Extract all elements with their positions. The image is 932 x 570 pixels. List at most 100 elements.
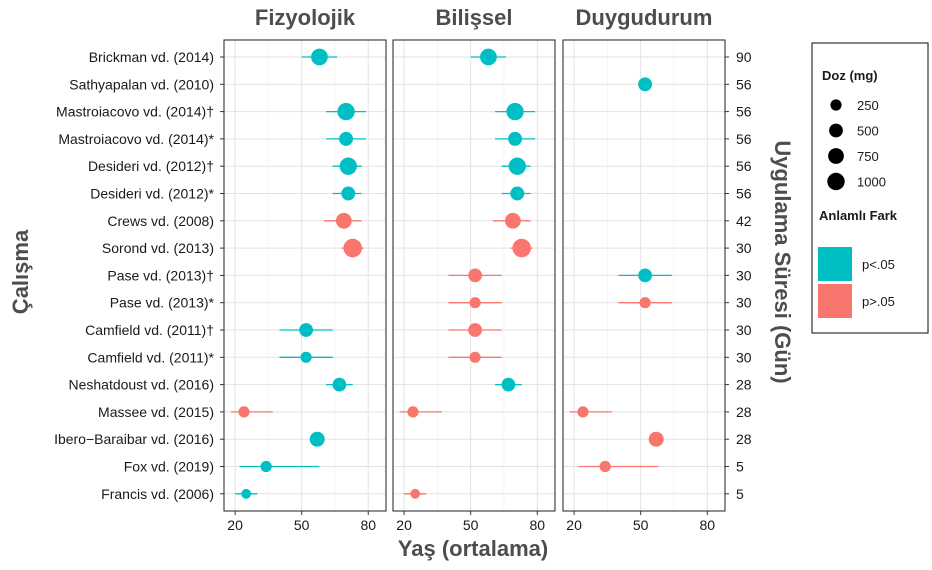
duration-label: 56 [736,131,752,147]
x-tick-label: 80 [529,517,545,533]
legend-fill-label: p>.05 [862,294,895,309]
study-label: Neshatdoust vd. (2016) [68,377,214,393]
x-tick-label: 20 [566,517,582,533]
duration-label: 28 [736,377,752,393]
data-point-pase-vd-2013-bili-sel [468,268,482,283]
duration-label: 5 [736,486,744,502]
study-label: Sorond vd. (2013) [102,240,214,256]
study-label: Francis vd. (2006) [101,486,214,502]
study-label: Fox vd. (2019) [124,459,214,475]
data-point-neshatdoust-vd-2016-bili-sel [501,377,516,392]
data-point-camfield-vd-2011-bili-sel [468,323,482,337]
legend-dose-label: 750 [857,149,879,164]
legend-fill-title: Anlamlı Fark [819,208,898,223]
study-label: Sathyapalan vd. (2010) [69,76,214,92]
x-tick-label: 80 [699,517,715,533]
data-point-mastroiacovo-vd-2014-fizyolojik [339,131,354,146]
data-point-ibero-baraibar-vd-2016-duygudurum [648,431,664,447]
duration-label: 56 [736,158,752,174]
y-axis-title-right: Uygulama Süresi (Gün) [770,140,795,383]
duration-label: 42 [736,213,752,229]
data-point-crews-vd-2008-fizyolojik [335,212,352,229]
duration-label: 30 [736,349,752,365]
data-point-francis-vd-2006-fizyolojik [241,488,252,499]
duration-label: 90 [736,49,752,65]
x-tick-label: 50 [463,517,479,533]
data-point-brickman-vd-2014-fizyolojik [311,48,328,66]
data-point-camfield-vd-2011-fizyolojik [300,351,312,363]
data-point-mastroiacovo-vd-2014-fizyolojik [337,102,355,121]
study-label: Pase vd. (2013)* [110,295,215,311]
legend-dose-label: 250 [857,98,879,113]
x-tick-label: 50 [294,517,310,533]
data-point-camfield-vd-2011-fizyolojik [299,323,313,337]
study-label: Desideri vd. (2012)* [90,186,214,202]
legend-dose-key [829,123,843,138]
legend-dose-title: Doz (mg) [822,68,878,83]
legend-dose-label: 500 [857,124,879,139]
study-label: Mastroiacovo vd. (2014)† [56,104,214,120]
duration-label: 28 [736,404,752,420]
duration-label: 56 [736,76,752,92]
data-point-massee-vd-2015-fizyolojik [238,406,250,418]
data-point-crews-vd-2008-bili-sel [504,212,521,229]
duration-label: 56 [736,104,752,120]
facet-panels [223,39,726,512]
data-point-desideri-vd-2012-fizyolojik [341,186,356,201]
duration-label: 56 [736,186,752,202]
study-label: Brickman vd. (2014) [89,49,214,65]
facet-title-fizyolojik: Fizyolojik [255,5,356,30]
data-point-sorond-vd-2013-bili-sel [512,238,532,258]
legend-fill-label: p<.05 [862,257,895,272]
legend-dose-key [828,148,844,164]
facet-title-bili-sel: Bilişsel [435,5,512,30]
data-point-pase-vd-2013-bili-sel [469,297,481,309]
legend-fill-key [818,284,852,318]
data-point-ibero-baraibar-vd-2016-fizyolojik [309,431,325,447]
y-axis-title-left: Çalışma [8,229,33,314]
study-label: Pase vd. (2013)† [107,267,214,283]
legend-dose-label: 1000 [857,175,886,190]
x-tick-label: 20 [227,517,243,533]
data-point-mastroiacovo-vd-2014-bili-sel [506,102,524,121]
x-tick-label: 50 [633,517,649,533]
chart-marks [230,48,672,499]
duration-label: 30 [736,240,752,256]
data-point-fox-vd-2019-duygudurum [599,460,611,473]
study-label: Camfield vd. (2011)† [85,322,214,338]
x-axis-title: Yaş (ortalama) [398,536,548,561]
data-point-sathyapalan-vd-2010-duygudurum [638,77,653,92]
study-label: Crews vd. (2008) [107,213,214,229]
data-point-pase-vd-2013-duygudurum [639,297,651,309]
duration-label: 5 [736,459,744,475]
data-point-francis-vd-2006-bili-sel [410,488,421,499]
x-tick-label: 20 [396,517,412,533]
x-tick-label: 80 [360,517,376,533]
legend: Doz (mg) 250 500 750 1000 Anlamlı Fark p<.05 p>… [811,42,929,334]
study-label: Camfield vd. (2011)* [87,349,214,365]
duration-label: 30 [736,322,752,338]
legend-dose-key [827,172,845,191]
data-point-fox-vd-2019-fizyolojik [260,460,272,473]
duration-label: 30 [736,267,752,283]
data-point-desideri-vd-2012-bili-sel [510,186,525,201]
data-point-brickman-vd-2014-bili-sel [480,48,497,66]
duration-label: 28 [736,431,752,447]
data-point-sorond-vd-2013-fizyolojik [343,238,363,258]
chart-labels: Fizyolojik 20 50 80 Bilişsel 20 50 80 Duygudurum… [8,5,795,561]
data-point-camfield-vd-2011-bili-sel [469,351,481,363]
study-label: Desideri vd. (2012)† [88,158,214,174]
data-point-massee-vd-2015-bili-sel [407,406,419,418]
data-point-desideri-vd-2012-fizyolojik [339,157,357,175]
data-point-massee-vd-2015-duygudurum [577,406,589,418]
legend-fill-key [818,247,852,281]
panel-border-2 [392,39,556,512]
legend-dose-key [830,99,842,111]
facet-title-duygudurum: Duygudurum [576,5,713,30]
data-point-desideri-vd-2012-bili-sel [508,157,526,175]
data-point-mastroiacovo-vd-2014-bili-sel [508,131,523,146]
study-label: Ibero−Baraibar vd. (2016) [54,431,214,447]
duration-label: 30 [736,295,752,311]
